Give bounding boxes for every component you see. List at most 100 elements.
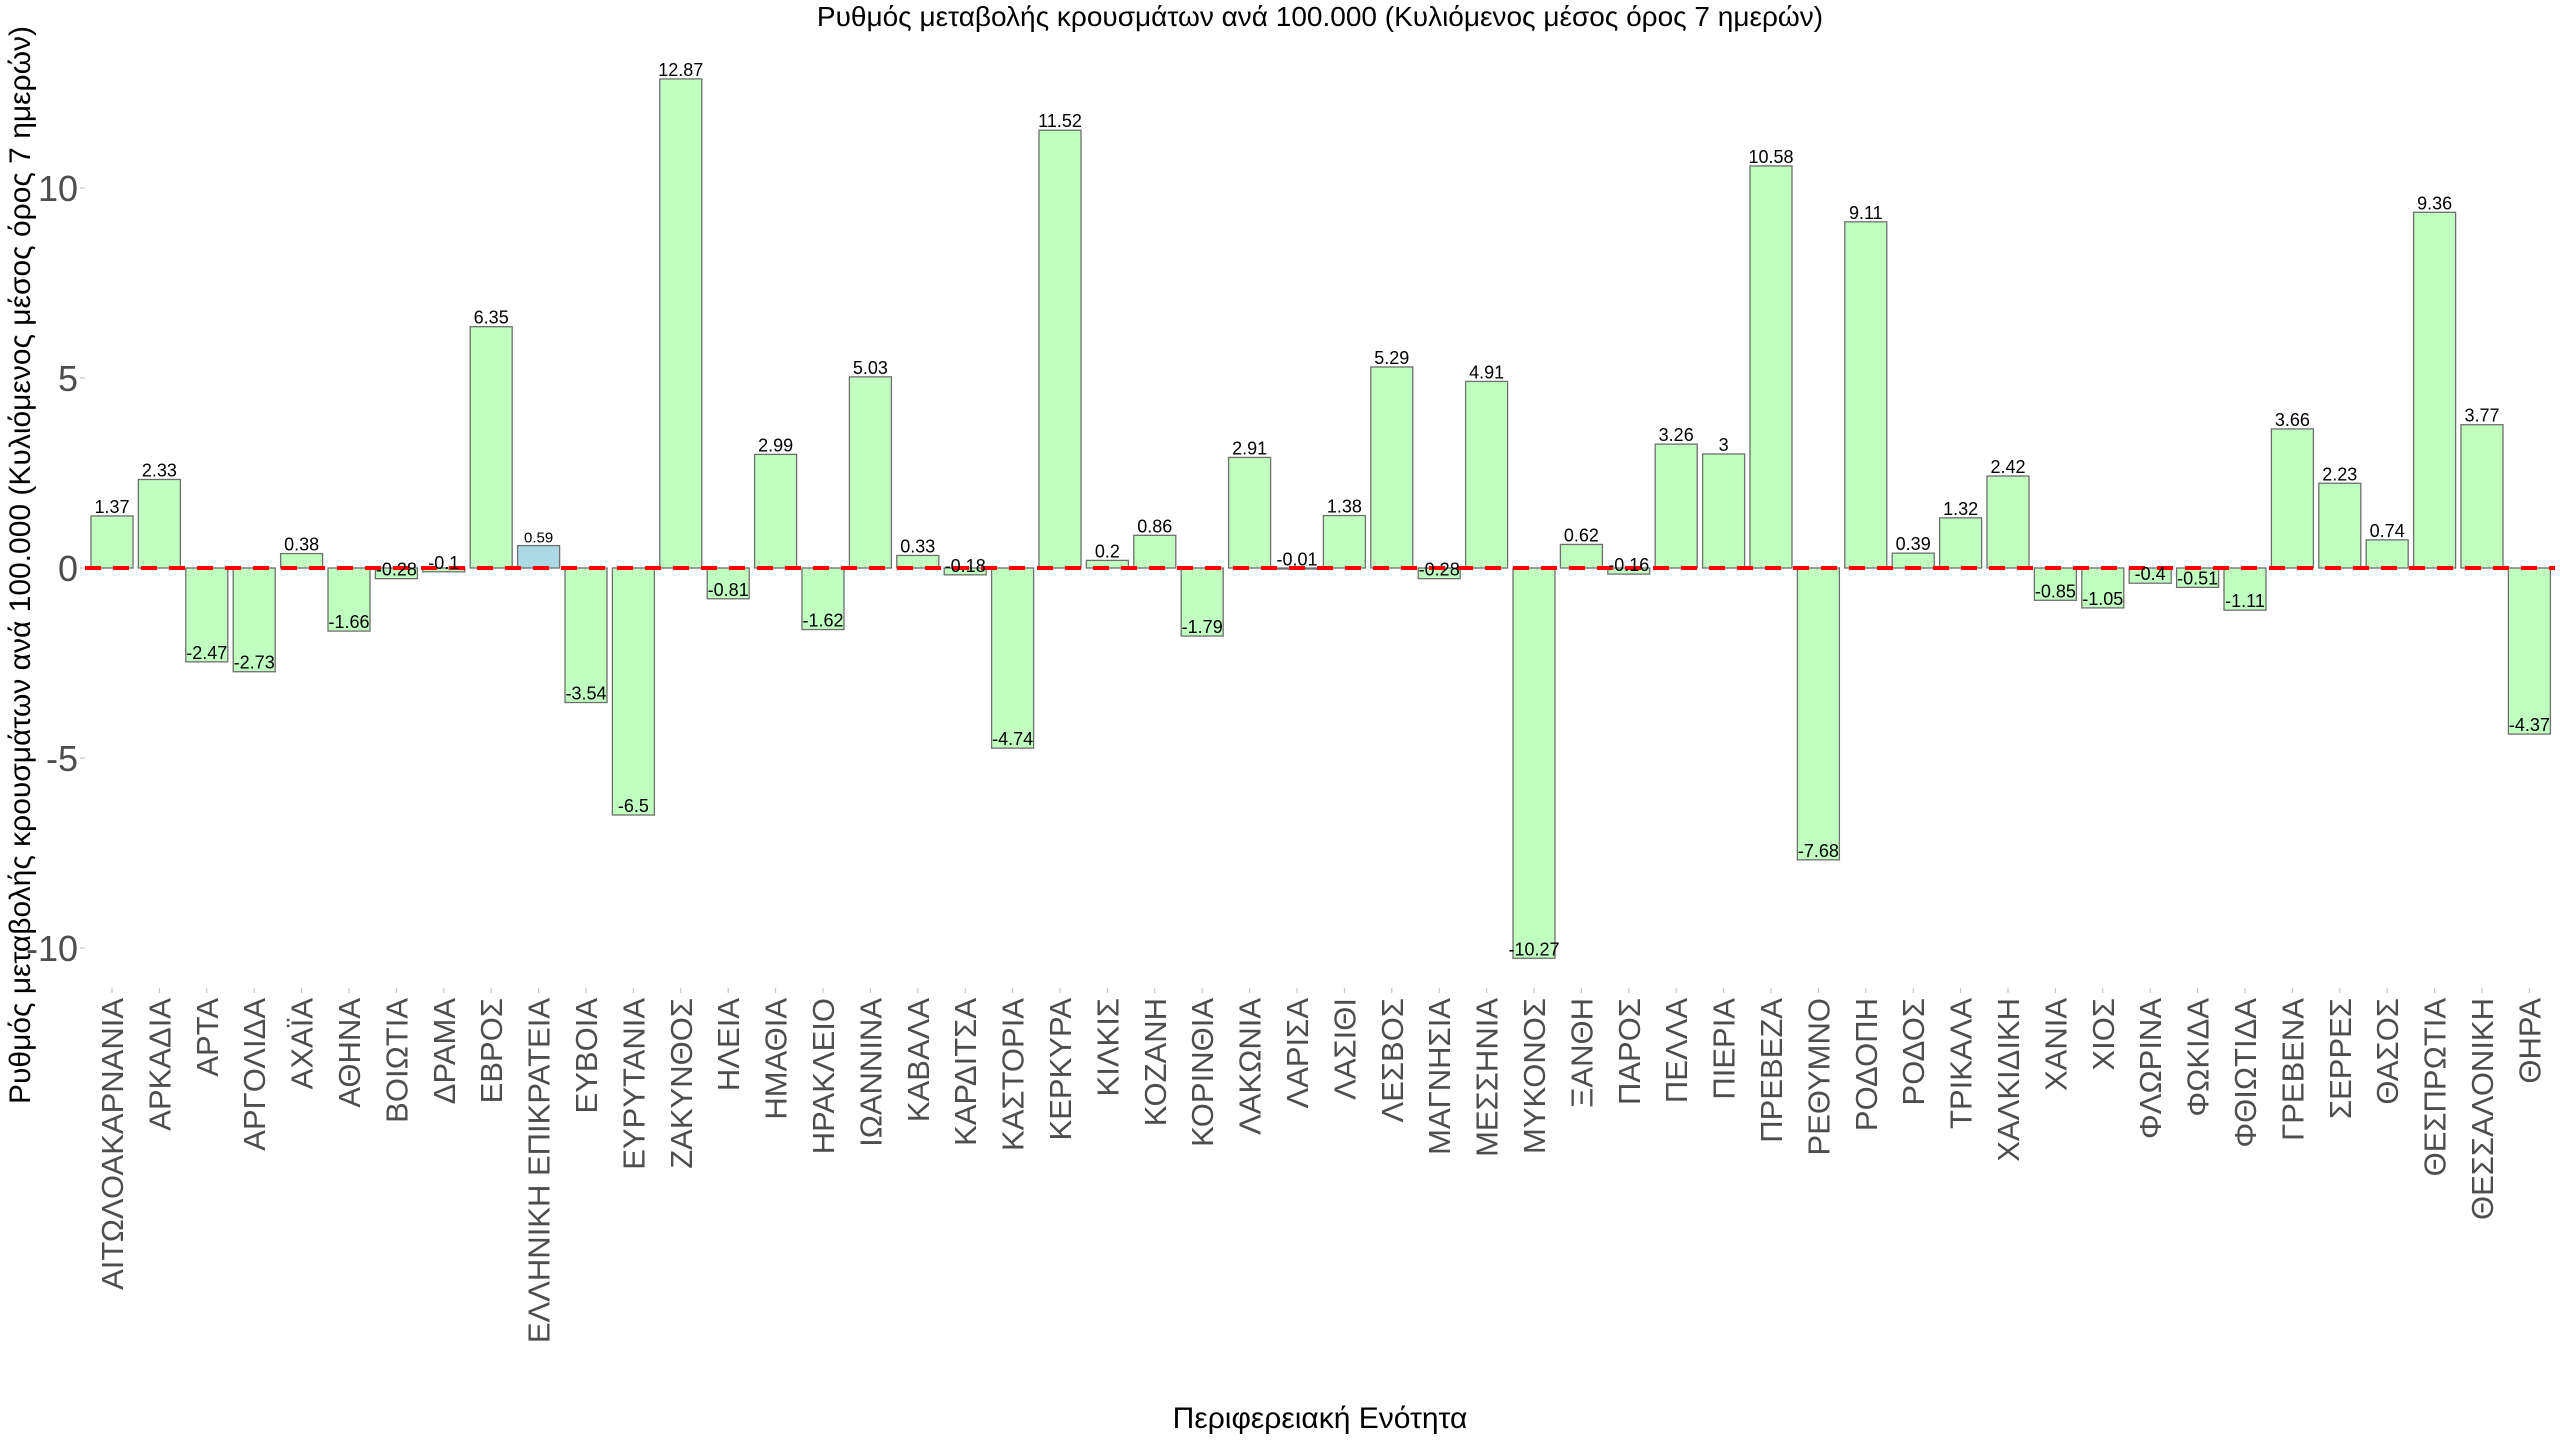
bar — [1654, 443, 1698, 569]
x-tick-label: ΚΟΡΙΝΘΙΑ — [1185, 998, 1220, 1147]
x-tick-label: ΖΑΚΥΝΘΟΣ — [664, 998, 699, 1169]
bar — [1464, 380, 1509, 569]
y-axis: -10 -5 0 5 10 — [26, 168, 85, 969]
data-label: -10.27 — [1508, 939, 1559, 959]
x-tick-label: ΛΕΣΒΟΣ — [1375, 998, 1410, 1123]
bar — [753, 453, 798, 569]
data-label: 4.91 — [1469, 362, 1504, 382]
bar — [137, 478, 182, 569]
data-label: -0.51 — [2177, 568, 2218, 588]
bar — [1180, 567, 1224, 637]
data-label: 0.59 — [524, 530, 553, 547]
data-label: -0.28 — [1419, 560, 1460, 580]
data-label: -3.54 — [565, 684, 606, 704]
bar — [1559, 543, 1604, 569]
x-tick-label: ΦΘΙΩΤΙΔΑ — [2228, 998, 2263, 1148]
data-label: 2.42 — [1990, 457, 2025, 477]
x-tick-label: ΗΛΕΙΑ — [711, 998, 746, 1091]
x-tick-label: ΚΙΛΚΙΣ — [1090, 998, 1125, 1096]
x-tick-label: ΛΑΚΩΝΙΑ — [1233, 998, 1268, 1135]
y-tick-label: 0 — [58, 548, 78, 589]
bar — [706, 567, 750, 600]
x-tick-label: ΡΕΘΥΜΝΟ — [1801, 998, 1836, 1155]
x-tick-label: ΒΟΙΩΤΙΑ — [379, 998, 414, 1123]
data-label: 3 — [1719, 435, 1729, 455]
x-tick-label: ΙΩΑΝΝΙΝΑ — [853, 998, 888, 1147]
x-tick-label: ΑΡΓΟΛΙΔΑ — [237, 998, 272, 1151]
data-label: -0.1 — [428, 553, 459, 573]
bar — [1038, 129, 1082, 569]
data-label: -4.37 — [2509, 715, 2550, 735]
x-tick-label: ΜΥΚΟΝΟΣ — [1517, 998, 1552, 1154]
bar — [327, 567, 371, 632]
x-tick-label: ΤΡΙΚΑΛΑ — [1944, 998, 1979, 1129]
bar — [2081, 567, 2125, 609]
data-label: 1.37 — [94, 497, 129, 517]
y-tick-label: 10 — [38, 168, 78, 209]
bar — [1512, 567, 1556, 959]
bar — [2412, 211, 2457, 569]
x-tick-label: ΑΧΑΪΑ — [285, 998, 320, 1090]
bar — [232, 567, 276, 673]
x-tick-label: ΦΛΩΡΙΝΑ — [2133, 998, 2168, 1139]
data-label: 3.26 — [1659, 425, 1694, 445]
x-axis: ΑΙΤΩΛΟΑΚΑΡΝΑΝΙΑ ΑΡΚΑΔΙΑ ΑΡΤΑ ΑΡΓΟΛΙΔΑ ΑΧΑΪΑ Α… — [95, 988, 2547, 1343]
data-label: -0.4 — [2135, 564, 2166, 584]
bar — [469, 326, 513, 569]
y-axis-title: Ρυθμός μεταβολής κρουσμάτων ανά 100.000 … — [4, 26, 37, 1104]
x-tick-label: ΧΙΟΣ — [2086, 998, 2121, 1071]
data-label: -0.18 — [945, 556, 986, 576]
bar — [990, 567, 1035, 749]
data-label: -7.68 — [1798, 841, 1839, 861]
data-label: -0.85 — [2035, 581, 2076, 601]
data-label: 11.52 — [1038, 111, 1082, 131]
data-label: -1.66 — [328, 612, 369, 632]
bar — [1796, 567, 1841, 861]
data-label: -1.11 — [2225, 591, 2265, 611]
bar — [2507, 567, 2552, 735]
x-tick-label: ΘΕΣΠΡΩΤΙΑ — [2418, 998, 2453, 1177]
x-tick-label: ΗΡΑΚΛΕΙΟ — [806, 998, 841, 1154]
bar — [1701, 453, 1746, 569]
x-tick-label: ΕΒΡΟΣ — [474, 998, 509, 1103]
bar — [659, 78, 703, 569]
x-tick-label: ΣΕΡΡΕΣ — [2323, 998, 2358, 1119]
x-tick-label: ΡΟΔΟΠΗ — [1849, 998, 1884, 1131]
x-tick-label: ΧΑΛΚΙΔΙΚΗ — [1991, 998, 2026, 1162]
data-label: -2.47 — [186, 643, 227, 663]
x-tick-label: ΛΑΣΙΘΙ — [1327, 998, 1362, 1100]
data-label: -1.62 — [802, 611, 843, 631]
x-tick-label: ΠΙΕΡΙΑ — [1707, 998, 1742, 1100]
bar — [2318, 482, 2362, 569]
bar — [1986, 475, 2030, 569]
bar — [611, 567, 656, 816]
data-label: -0.28 — [376, 560, 417, 580]
bar — [2365, 539, 2409, 569]
data-label: -1.79 — [1182, 617, 1223, 637]
bar — [1749, 165, 1793, 569]
data-label: 9.36 — [2417, 193, 2452, 213]
x-tick-label: ΚΑΒΑΛΑ — [901, 998, 936, 1122]
data-label: 5.03 — [853, 358, 888, 378]
x-tick-label: ΕΛΛΗΝΙΚΗ ΕΠΙΚΡΑΤΕΙΑ — [522, 998, 557, 1343]
data-label: -6.5 — [618, 796, 649, 816]
data-label: 0.39 — [1896, 534, 1931, 554]
bar — [1322, 514, 1367, 569]
bar — [516, 544, 561, 569]
x-tick-label: ΡΟΔΟΣ — [1896, 998, 1931, 1105]
data-label: -4.74 — [992, 729, 1033, 749]
data-label: 6.35 — [474, 308, 509, 328]
bars — [90, 78, 2552, 959]
data-label: -0.01 — [1276, 549, 1317, 569]
chart-title: Ρυθμός μεταβολής κρουσμάτων ανά 100.000 … — [817, 1, 1823, 32]
data-label: 0.2 — [1095, 541, 1120, 561]
x-tick-label: ΑΡΚΑΔΙΑ — [142, 998, 177, 1131]
data-label: 12.87 — [658, 60, 703, 80]
bar — [896, 554, 940, 569]
x-tick-label: ΧΑΝΙΑ — [2038, 998, 2073, 1091]
data-label: -1.05 — [2082, 589, 2123, 609]
bar — [90, 515, 134, 569]
x-tick-label: ΕΥΡΥΤΑΝΙΑ — [616, 998, 651, 1170]
bar — [2128, 567, 2172, 584]
